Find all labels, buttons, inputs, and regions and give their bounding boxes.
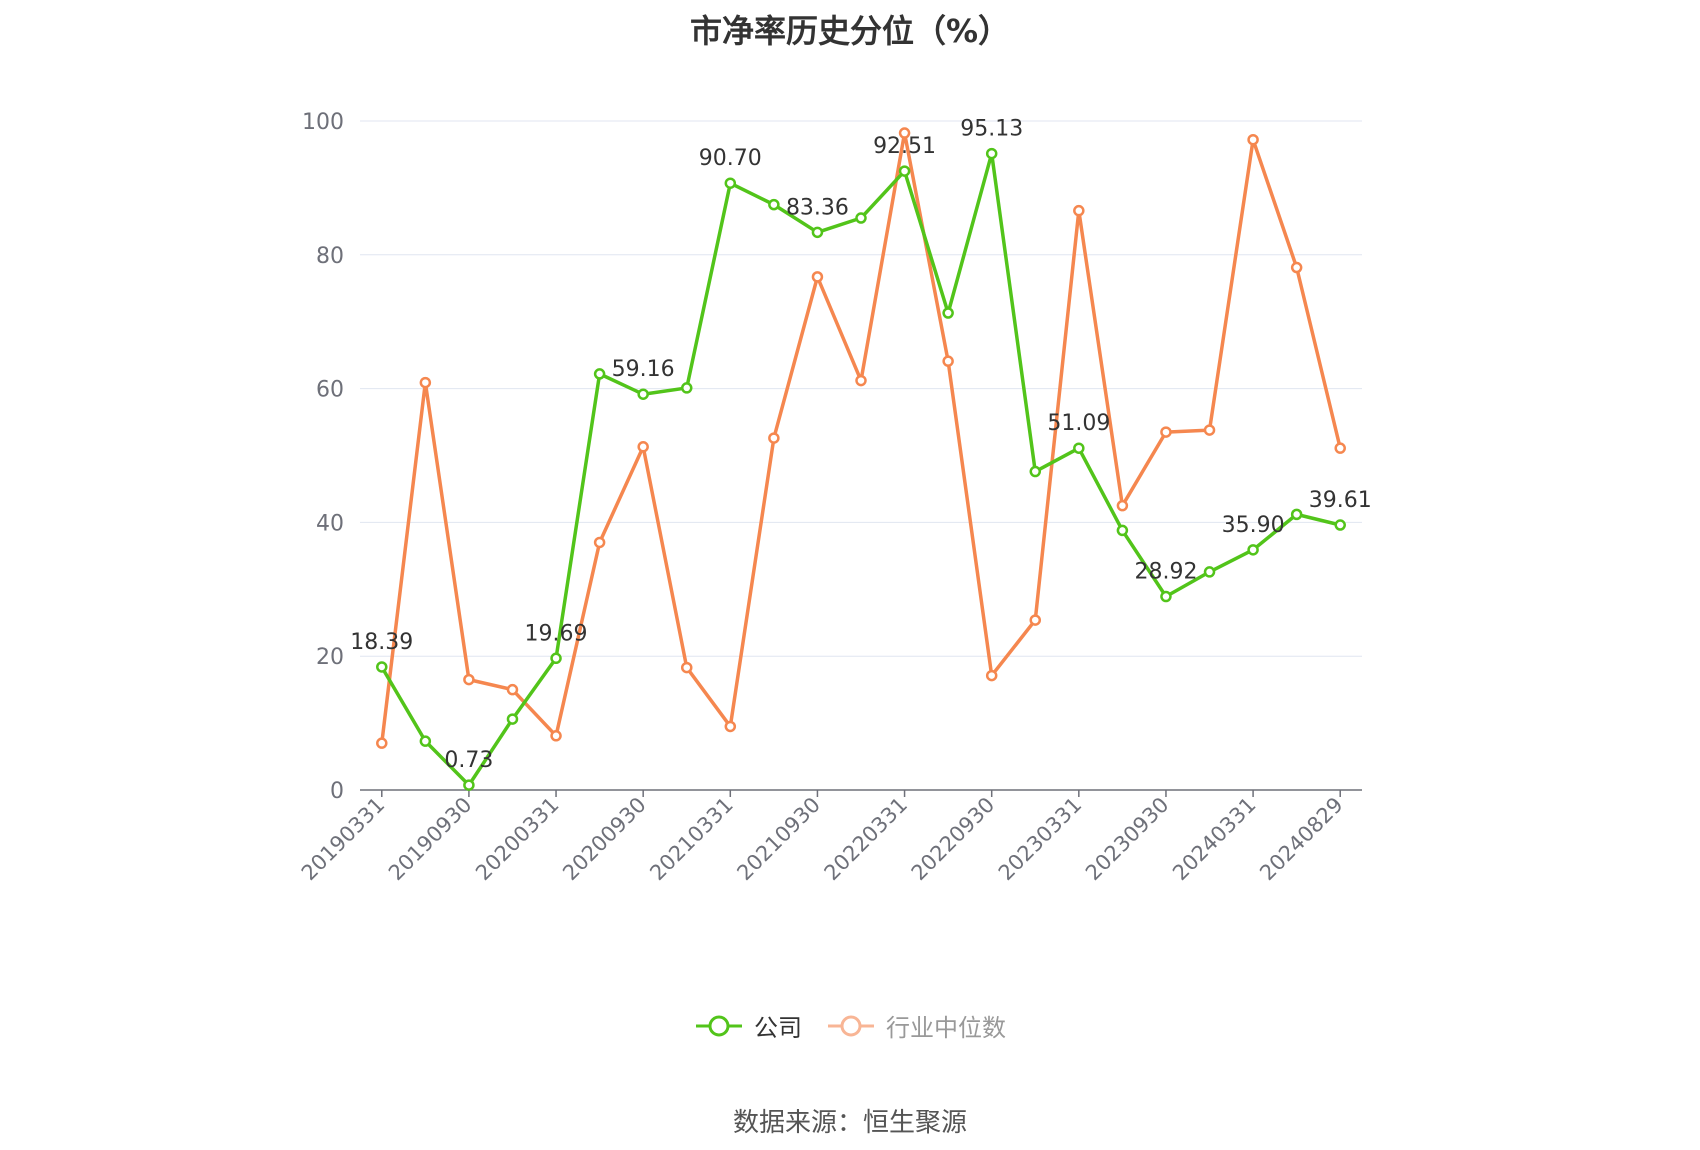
data-point-company-2: [463, 779, 475, 791]
data-point-company-6: [637, 388, 649, 400]
series-line-industry-median: [380, 131, 1342, 744]
y-tick-label-100: 100: [302, 110, 344, 135]
data-point-industry-median-7: [680, 661, 693, 674]
data-label-company-6: 59.16: [612, 357, 675, 382]
legend-label-industry-median: 行业中位数: [886, 1014, 1006, 1042]
data-point-company-3: [506, 713, 519, 725]
data-point-company-17: [1116, 524, 1129, 537]
data-point-industry-median-2: [463, 673, 475, 686]
legend-swatch-company: [696, 1015, 742, 1036]
data-label-company-10: 83.36: [786, 195, 849, 220]
chart-title: 市净率历史分位（%）: [689, 12, 1011, 50]
data-label-layer: 18.39 0.73 19.69 59.16 90.70 83.36 92.51 95.13 5…: [350, 117, 1371, 774]
y-tick-label-60: 60: [316, 378, 344, 403]
series-line-company: [380, 151, 1341, 787]
data-source: 数据来源：恒生聚源: [732, 1108, 967, 1138]
data-point-industry-median-19: [1203, 424, 1216, 436]
data-point-company-15: [1029, 465, 1042, 478]
data-point-company-1: [419, 735, 432, 747]
data-label-company-4: 19.69: [525, 621, 588, 646]
data-point-company-7: [680, 382, 693, 394]
data-point-industry-median-8: [724, 720, 737, 733]
data-point-company-16: [1073, 442, 1085, 454]
data-label-company-20: 35.90: [1222, 513, 1285, 538]
data-point-company-4: [550, 652, 562, 665]
data-label-company-18: 28.92: [1134, 560, 1197, 585]
data-label-company-0: 18.39: [350, 630, 413, 655]
data-point-company-5: [593, 368, 606, 380]
x-tick-label-20230930: 20230930: [1081, 793, 1174, 886]
series-layer: [376, 127, 1346, 791]
data-point-company-8: [724, 177, 737, 189]
x-tick-label-20200930: 20200930: [558, 793, 651, 886]
data-point-industry-median-12: [898, 127, 911, 139]
x-tick-label-20210930: 20210930: [732, 793, 825, 886]
data-point-industry-median-18: [1160, 426, 1172, 438]
data-point-company-14: [985, 147, 998, 160]
data-point-industry-median-14: [985, 669, 998, 682]
grid-layer: [360, 120, 1362, 657]
data-point-company-9: [768, 198, 780, 211]
data-point-company-13: [942, 307, 954, 319]
data-label-company-16: 51.09: [1047, 411, 1110, 436]
data-point-company-18: [1160, 590, 1172, 603]
y-tick-label-80: 80: [316, 244, 344, 269]
legend-swatch-industry-median: [828, 1015, 874, 1036]
legend-label-company: 公司: [754, 1014, 802, 1042]
data-point-company-20: [1247, 544, 1259, 556]
data-point-industry-median-10: [811, 271, 824, 283]
data-point-company-10: [811, 226, 824, 239]
x-tick-label-20240331: 20240331: [1168, 793, 1261, 886]
data-point-industry-median-4: [550, 730, 562, 742]
data-point-industry-median-3: [506, 683, 519, 696]
data-point-industry-median-15: [1029, 614, 1042, 626]
data-label-company-14: 95.13: [960, 117, 1023, 142]
data-point-company-22: [1334, 519, 1346, 531]
data-point-industry-median-17: [1116, 499, 1129, 512]
x-tick-label-20220331: 20220331: [820, 793, 913, 886]
data-point-industry-median-13: [942, 355, 954, 367]
x-tick-label-20210331: 20210331: [645, 793, 738, 886]
data-point-industry-median-6: [637, 441, 649, 453]
x-tick-label-20220930: 20220930: [907, 793, 1000, 886]
data-point-industry-median-9: [768, 432, 780, 444]
data-point-industry-median-22: [1334, 442, 1346, 454]
data-point-industry-median-16: [1073, 204, 1085, 217]
y-tick-label-20: 20: [316, 645, 344, 670]
data-point-company-12: [898, 165, 911, 177]
legend-item-company[interactable]: 公司: [694, 1008, 802, 1043]
data-label-company-22: 39.61: [1309, 488, 1372, 513]
data-point-industry-median-21: [1290, 261, 1303, 274]
data-point-company-21: [1290, 508, 1303, 521]
data-point-industry-median-20: [1247, 133, 1259, 146]
data-point-industry-median-5: [593, 536, 606, 549]
data-label-company-12: 92.51: [873, 134, 936, 159]
x-tick-label-20240829: 20240829: [1255, 793, 1348, 886]
legend: 公司 行业中位数: [0, 1008, 1700, 1043]
data-point-industry-median-0: [376, 737, 388, 749]
data-label-company-2: 0.73: [444, 748, 493, 773]
data-point-industry-median-11: [855, 374, 867, 387]
data-point-company-11: [855, 212, 867, 224]
x-tick-label-20230331: 20230331: [994, 793, 1087, 886]
y-tick-label-0: 0: [330, 779, 344, 804]
legend-item-industry-median[interactable]: 行业中位数: [826, 1008, 1006, 1043]
x-tick-label-20200331: 20200331: [471, 793, 564, 886]
y-tick-label-40: 40: [316, 511, 344, 536]
data-point-company-0: [376, 661, 388, 673]
x-tick-label-20190930: 20190930: [384, 793, 477, 886]
data-label-company-8: 90.70: [699, 146, 762, 171]
x-tick-label-20190331: 20190331: [297, 793, 390, 886]
data-point-company-19: [1203, 566, 1216, 578]
data-point-industry-median-1: [419, 376, 432, 389]
